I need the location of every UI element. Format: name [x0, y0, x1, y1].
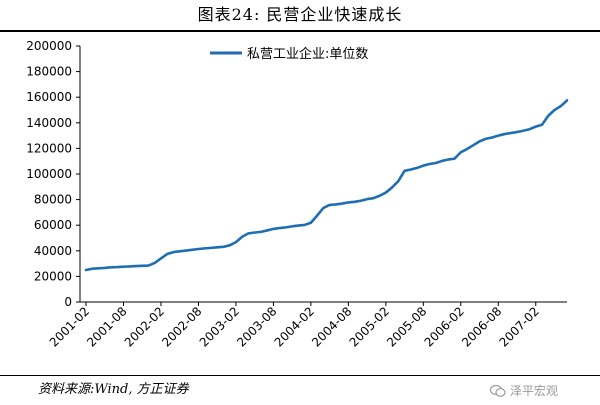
- series-line-private-industrial-enterprises: [84, 99, 569, 272]
- source-note: 资料来源:Wind, 方正证券: [38, 382, 189, 397]
- series-group: [84, 99, 569, 272]
- x-tick-label: 2003-02: [197, 304, 242, 349]
- x-tick-label: 2006-02: [422, 304, 467, 349]
- x-tick-label: 2004-08: [309, 304, 354, 349]
- x-tick-label: 2005-08: [384, 304, 429, 349]
- x-axis: 2001-022001-082002-022002-082003-022003-…: [47, 301, 567, 350]
- y-tick-label: 200000: [26, 39, 72, 53]
- y-tick-label: 0: [64, 295, 72, 309]
- watermark: 泽平宏观: [490, 381, 558, 401]
- x-tick-label: 2004-02: [272, 304, 317, 349]
- y-axis: 0 20000 40000 60000 80000 100000 120000 140000 1…: [26, 39, 81, 309]
- watermark-text: 泽平宏观: [510, 384, 559, 398]
- y-tick-label: 40000: [34, 244, 72, 258]
- line-chart: 0 20000 40000 60000 80000 100000 120000 140000 1…: [26, 39, 569, 350]
- source-divider: [0, 375, 600, 376]
- legend-label: 私营工业企业:单位数: [247, 46, 368, 62]
- title-divider: [0, 30, 600, 32]
- y-tick-label: 180000: [26, 65, 72, 79]
- x-tick-label: 2002-08: [159, 304, 204, 349]
- legend: 私营工业企业:单位数: [210, 46, 368, 62]
- y-tick-label: 20000: [34, 269, 72, 283]
- y-tick-label: 140000: [26, 116, 72, 130]
- y-tick-label: 120000: [26, 141, 72, 155]
- x-tick-label: 2003-08: [234, 304, 279, 349]
- x-tick-label: 2001-08: [84, 304, 129, 349]
- x-tick-label: 2006-08: [459, 304, 504, 349]
- y-tick-label: 100000: [26, 167, 72, 181]
- x-tick-label: 2007-02: [497, 304, 542, 349]
- y-tick-label: 60000: [34, 218, 72, 232]
- wechat-icon: [490, 384, 506, 397]
- chart-title: 图表24: 民营企业快速成长: [197, 5, 403, 24]
- y-tick-label: 160000: [26, 90, 72, 104]
- y-tick-label: 80000: [34, 193, 72, 207]
- x-tick-label: 2001-02: [47, 304, 92, 349]
- x-tick-label: 2005-02: [347, 304, 392, 349]
- x-tick-label: 2002-02: [122, 304, 167, 349]
